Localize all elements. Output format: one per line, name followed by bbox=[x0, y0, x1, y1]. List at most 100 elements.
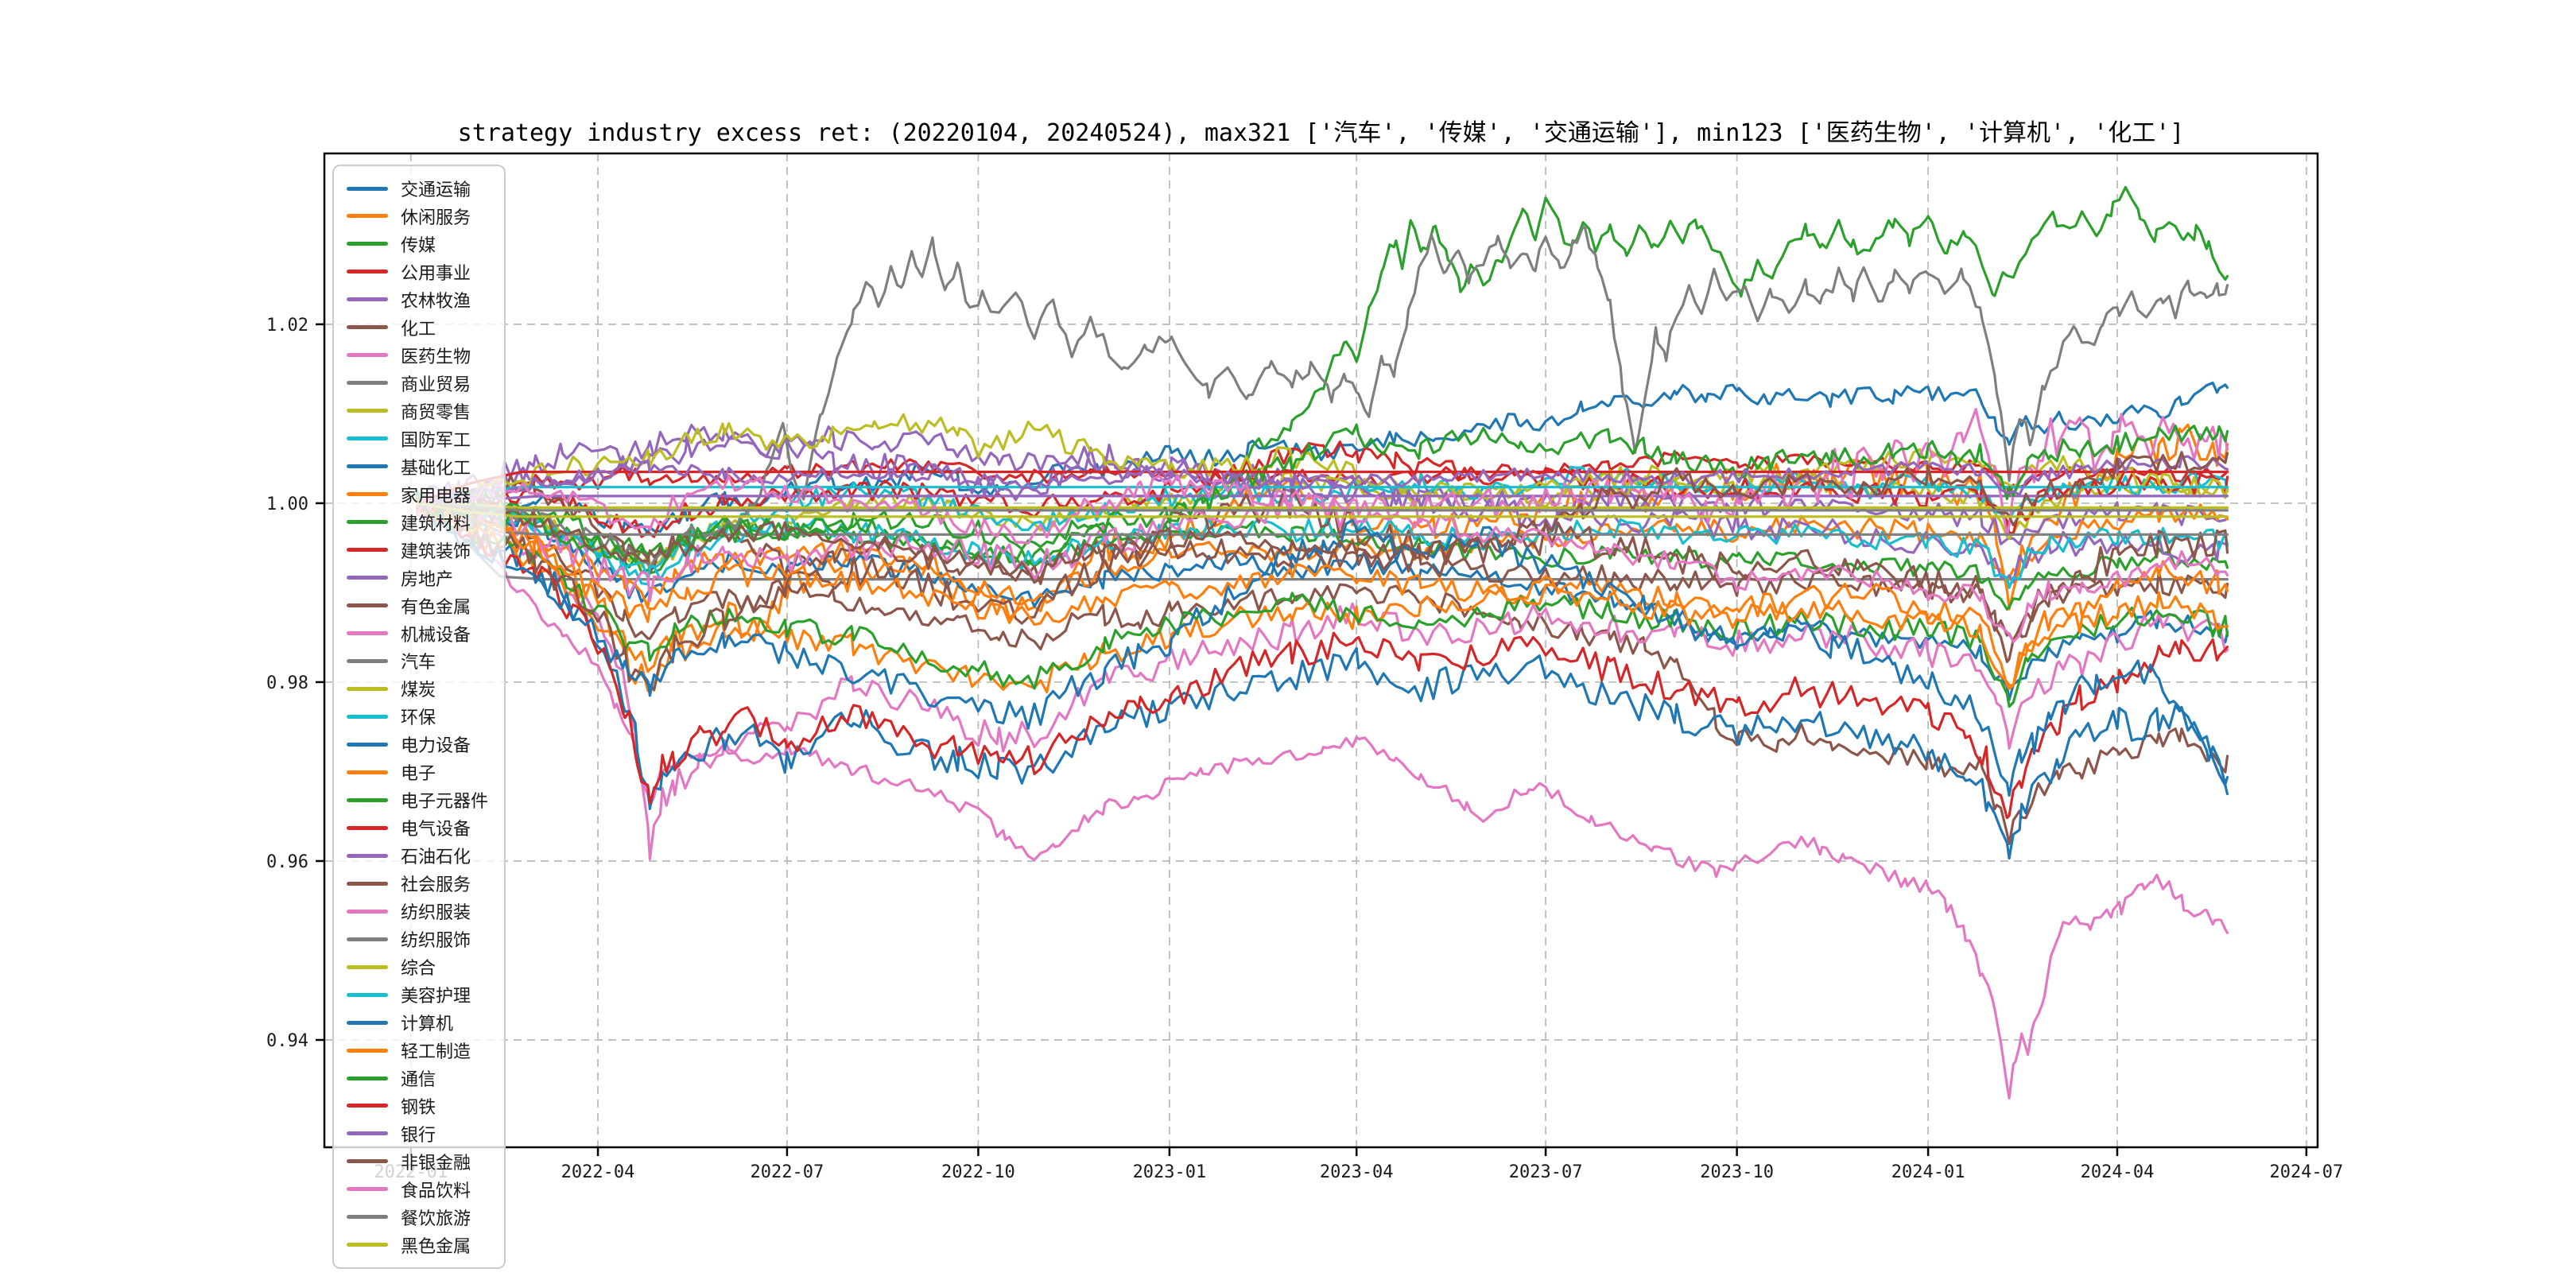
legend-line-swatch bbox=[347, 520, 388, 525]
y-tick-label: 0.98 bbox=[266, 673, 308, 693]
series-line bbox=[415, 494, 2229, 589]
x-tick-label: 2022-07 bbox=[751, 1162, 824, 1182]
legend-item: 机械设备 bbox=[342, 620, 496, 647]
series-line bbox=[415, 502, 2229, 1100]
legend-label: 煤炭 bbox=[401, 681, 436, 701]
legend-item: 国防军工 bbox=[342, 425, 496, 452]
legend-item: 餐饮旅游 bbox=[342, 1204, 496, 1231]
legend-line-swatch bbox=[347, 1076, 388, 1080]
legend-item: 石油石化 bbox=[342, 842, 496, 869]
series-line bbox=[415, 440, 2229, 538]
series-line bbox=[415, 451, 2229, 584]
legend-item: 建筑材料 bbox=[342, 509, 496, 536]
legend-item: 通信 bbox=[342, 1065, 496, 1092]
x-tick-label: 2023-01 bbox=[1133, 1162, 1207, 1182]
legend-label: 商贸零售 bbox=[401, 402, 471, 423]
series-line bbox=[415, 489, 2229, 797]
legend-label: 机械设备 bbox=[401, 625, 471, 646]
legend-line-swatch bbox=[347, 270, 388, 274]
legend-line-swatch bbox=[347, 1048, 388, 1053]
legend-label: 有色金属 bbox=[401, 597, 471, 618]
legend-line-swatch bbox=[347, 548, 388, 553]
legend-line-swatch bbox=[347, 576, 388, 580]
series-line bbox=[415, 494, 2229, 687]
legend-line-swatch bbox=[347, 409, 388, 413]
legend-item: 轻工制造 bbox=[342, 1037, 496, 1064]
series-line bbox=[415, 491, 2229, 708]
legend-item: 电力设备 bbox=[342, 731, 496, 758]
legend-label: 电子 bbox=[401, 764, 436, 785]
legend-line-swatch bbox=[347, 686, 388, 691]
legend-label: 农林牧渔 bbox=[401, 291, 471, 312]
legend-line-swatch bbox=[347, 770, 388, 774]
legend-item: 建筑装饰 bbox=[342, 537, 496, 564]
legend-label: 纺织服装 bbox=[401, 903, 471, 924]
series-line bbox=[415, 502, 2229, 518]
series-line bbox=[415, 424, 2229, 584]
legend-item: 电气设备 bbox=[342, 814, 496, 841]
legend-line-swatch bbox=[347, 1187, 388, 1192]
legend-item: 农林牧渔 bbox=[342, 286, 496, 313]
chart-title: strategy industry excess ret: (20220104,… bbox=[457, 119, 2185, 147]
legend-item: 基础化工 bbox=[342, 453, 496, 480]
legend-label: 非银金融 bbox=[401, 1153, 471, 1174]
legend-line-swatch bbox=[347, 492, 388, 497]
x-tick-label: 2024-04 bbox=[2081, 1162, 2155, 1182]
legend-label: 电子元器件 bbox=[401, 792, 489, 813]
legend-item: 纺织服装 bbox=[342, 898, 496, 925]
y-tick-label: 1.02 bbox=[266, 316, 308, 336]
legend-item: 黑色金属 bbox=[342, 1232, 496, 1259]
legend-label: 综合 bbox=[401, 959, 436, 980]
x-tick-label: 2023-10 bbox=[1700, 1162, 1774, 1182]
legend-label: 环保 bbox=[401, 708, 436, 729]
legend-item: 电子 bbox=[342, 758, 496, 786]
legend-label: 传媒 bbox=[401, 235, 436, 256]
series-line bbox=[415, 489, 2229, 611]
legend-line-swatch bbox=[347, 658, 388, 663]
legend-label: 计算机 bbox=[401, 1014, 454, 1035]
legend-label: 基础化工 bbox=[401, 458, 471, 479]
x-tick-label: 2024-01 bbox=[1891, 1162, 1965, 1182]
legend-line-swatch bbox=[347, 353, 388, 358]
legend-line-swatch bbox=[347, 742, 388, 747]
legend-item: 有色金属 bbox=[342, 592, 496, 619]
x-tick-label: 2022-10 bbox=[941, 1162, 1015, 1182]
legend-item: 电子元器件 bbox=[342, 786, 496, 813]
legend-label: 建筑装饰 bbox=[401, 541, 471, 562]
legend-item: 化工 bbox=[342, 314, 496, 341]
series-line bbox=[415, 455, 2229, 509]
legend-line-swatch bbox=[347, 992, 388, 997]
legend-line-swatch bbox=[347, 1159, 388, 1164]
legend-item: 医药生物 bbox=[342, 342, 496, 369]
legend-label: 钢铁 bbox=[401, 1097, 436, 1118]
legend-item: 商贸零售 bbox=[342, 398, 496, 425]
legend-line-swatch bbox=[347, 1131, 388, 1136]
legend-line-swatch bbox=[347, 714, 388, 719]
legend-item: 社会服务 bbox=[342, 870, 496, 897]
series-line bbox=[415, 502, 2229, 510]
legend-line-swatch bbox=[347, 464, 388, 469]
legend-line-swatch bbox=[347, 937, 388, 941]
legend-label: 化工 bbox=[401, 319, 436, 339]
legend-line-swatch bbox=[347, 436, 388, 441]
series-line bbox=[415, 499, 2229, 610]
legend-line-swatch bbox=[347, 1215, 388, 1220]
legend-item: 传媒 bbox=[342, 231, 496, 258]
x-tick-label: 2023-07 bbox=[1509, 1162, 1583, 1182]
series-line bbox=[415, 381, 2229, 535]
series-line bbox=[415, 494, 2229, 860]
legend-item: 交通运输 bbox=[342, 175, 496, 202]
legend-label: 美容护理 bbox=[401, 987, 471, 1007]
legend-label: 家用电器 bbox=[401, 486, 471, 506]
legend-line-swatch bbox=[347, 797, 388, 802]
legend-label: 纺织服饰 bbox=[401, 931, 471, 952]
legend-item: 家用电器 bbox=[342, 481, 496, 508]
legend-line-swatch bbox=[347, 631, 388, 635]
legend-line-swatch bbox=[347, 297, 388, 302]
legend-line-swatch bbox=[347, 381, 388, 386]
legend-line-swatch bbox=[347, 1243, 388, 1247]
legend-label: 轻工制造 bbox=[401, 1042, 471, 1063]
legend-item: 银行 bbox=[342, 1120, 496, 1147]
x-tick-label: 2023-04 bbox=[1320, 1162, 1394, 1182]
